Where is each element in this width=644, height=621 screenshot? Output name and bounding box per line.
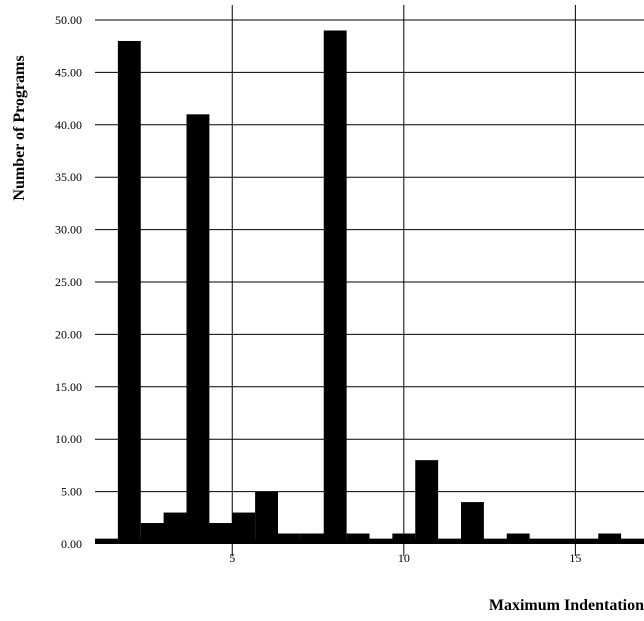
bar [369,538,393,544]
x-tick-label: 5 [229,551,235,565]
y-tick-label: 10.00 [55,432,82,446]
y-tick-label: 40.00 [55,118,82,132]
y-tick-label: 30.00 [55,223,82,237]
bar [392,533,416,544]
bar [460,502,484,544]
x-axis-title: Maximum Indentation [489,597,644,614]
bar [117,40,141,545]
bar [315,533,327,544]
y-tick-label: 35.00 [55,170,82,184]
y-axis-title: Number of Programs [11,55,28,200]
y-tick-label: 0.00 [61,537,82,551]
bar [346,533,370,544]
y-axis-ticks: 0.00 5.00 10.00 15.00 20.00 25.00 30.00 35.00 40… [55,13,82,551]
bar [155,523,167,544]
bar [415,460,439,544]
bar [278,533,301,544]
y-tick-label: 45.00 [55,65,82,79]
y-tick-label: 20.00 [55,327,82,341]
bar [621,538,644,544]
bar [529,538,553,544]
bar [186,114,210,544]
bar [438,538,461,544]
bar [232,512,256,544]
x-tick-label: 10 [398,551,410,565]
bar [300,533,324,544]
bar [598,533,622,544]
bar [506,533,530,544]
bar [552,538,576,544]
bar [483,538,507,544]
grid [95,5,644,556]
x-tick-label: 15 [569,551,581,565]
bar [206,523,218,544]
bar [323,30,347,545]
y-tick-label: 15.00 [55,380,82,394]
bar [223,533,236,544]
x-axis-ticks: 5 10 15 [229,551,581,565]
bar [575,538,599,544]
bars [94,30,644,545]
y-tick-label: 50.00 [55,13,82,27]
y-tick-label: 25.00 [55,275,82,289]
bar [177,533,190,544]
bar [94,538,118,544]
bar [255,491,279,544]
y-tick-label: 5.00 [61,485,82,499]
